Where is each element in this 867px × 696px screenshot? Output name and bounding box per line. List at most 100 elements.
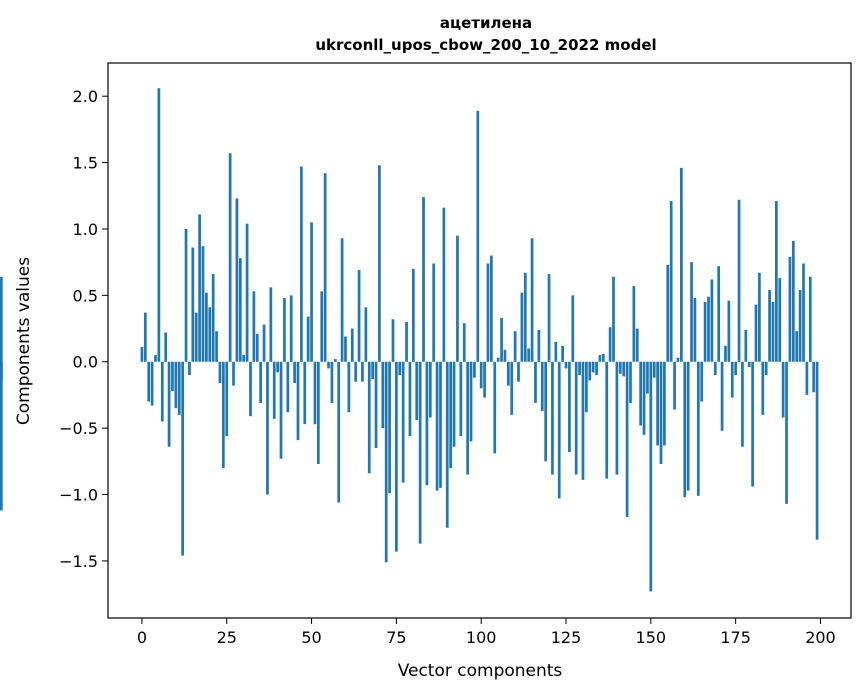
- bar: [693, 298, 697, 362]
- bar: [269, 287, 273, 362]
- bar: [703, 302, 707, 362]
- bar: [330, 361, 334, 403]
- bar: [517, 361, 520, 382]
- y-tick-label: 0.5: [73, 286, 98, 305]
- bar: [686, 361, 690, 491]
- bar: [649, 361, 653, 592]
- bar: [598, 355, 602, 362]
- bar: [174, 361, 178, 409]
- bar: [618, 361, 622, 374]
- bar: [778, 278, 782, 362]
- bar: [391, 319, 395, 362]
- y-tick-label: −0.5: [59, 419, 98, 438]
- plot-frame: [107, 62, 852, 619]
- y-tick-label: 2.0: [73, 87, 98, 106]
- bar: [785, 361, 788, 504]
- bar: [469, 361, 473, 442]
- bar: [171, 361, 174, 391]
- bar: [557, 361, 561, 499]
- bar: [513, 331, 517, 362]
- bar: [177, 361, 181, 415]
- bar: [191, 247, 195, 362]
- bar: [245, 223, 249, 362]
- bar: [266, 361, 269, 495]
- bar: [632, 286, 636, 362]
- bar: [724, 345, 727, 362]
- bar: [696, 361, 700, 496]
- bar: [466, 361, 469, 475]
- bar: [486, 263, 490, 362]
- bar: [683, 361, 687, 498]
- bar: [164, 332, 168, 362]
- bar: [225, 361, 229, 437]
- y-tick-label: −1.0: [59, 486, 98, 505]
- bar: [595, 361, 598, 376]
- bar: [439, 361, 442, 488]
- bar: [411, 268, 415, 362]
- bar: [378, 165, 381, 362]
- x-tick-label: 75: [386, 628, 406, 647]
- bar: [615, 361, 619, 475]
- bar: [286, 361, 290, 413]
- bar: [788, 256, 792, 362]
- bar: [805, 361, 809, 395]
- bar: [181, 361, 184, 556]
- x-tick-label: 150: [636, 628, 667, 647]
- bar: [574, 361, 578, 475]
- bar: [425, 361, 429, 486]
- bar: [656, 361, 659, 446]
- bar: [635, 328, 639, 362]
- bar: [456, 235, 459, 362]
- bar: [350, 328, 354, 362]
- bar: [663, 361, 666, 446]
- bar: [252, 291, 256, 362]
- bar: [361, 361, 364, 382]
- bar: [150, 361, 154, 406]
- bar: [395, 361, 398, 552]
- bar: [493, 361, 497, 454]
- bar: [303, 361, 307, 425]
- bar: [588, 361, 592, 381]
- bar: [578, 361, 581, 376]
- bar: [262, 324, 266, 362]
- bar: [510, 361, 514, 415]
- bar: [768, 290, 771, 362]
- bar: [737, 199, 741, 362]
- bar: [734, 361, 737, 376]
- bar: [276, 361, 279, 373]
- bar: [300, 166, 303, 362]
- bar: [673, 361, 676, 410]
- bar: [666, 264, 670, 362]
- bar: [405, 321, 408, 362]
- bar: [316, 361, 320, 464]
- bar: [730, 361, 734, 398]
- bar: [506, 361, 510, 386]
- bar: [523, 272, 527, 362]
- bar: [157, 88, 161, 362]
- bar: [476, 110, 480, 362]
- bar: [798, 290, 802, 362]
- bar: [568, 361, 571, 453]
- bar: [0, 361, 3, 511]
- bar: [201, 246, 205, 362]
- bar: [279, 361, 283, 459]
- bar: [428, 361, 432, 418]
- bars-layer: [0, 88, 819, 592]
- bar: [327, 361, 330, 369]
- bar: [459, 361, 463, 437]
- bar: [544, 361, 548, 462]
- bar: [344, 336, 347, 362]
- bar: [622, 361, 626, 377]
- bar: [659, 361, 663, 464]
- x-tick-label: 50: [301, 628, 321, 647]
- x-axis-label: Vector components: [398, 661, 563, 681]
- bar: [232, 361, 235, 386]
- bar: [160, 361, 164, 422]
- bar: [340, 238, 344, 362]
- bar: [761, 361, 765, 415]
- bar: [452, 361, 456, 447]
- bar: [228, 153, 232, 362]
- y-tick-label: 1.0: [73, 220, 98, 239]
- bar: [795, 331, 799, 362]
- bar: [490, 255, 493, 362]
